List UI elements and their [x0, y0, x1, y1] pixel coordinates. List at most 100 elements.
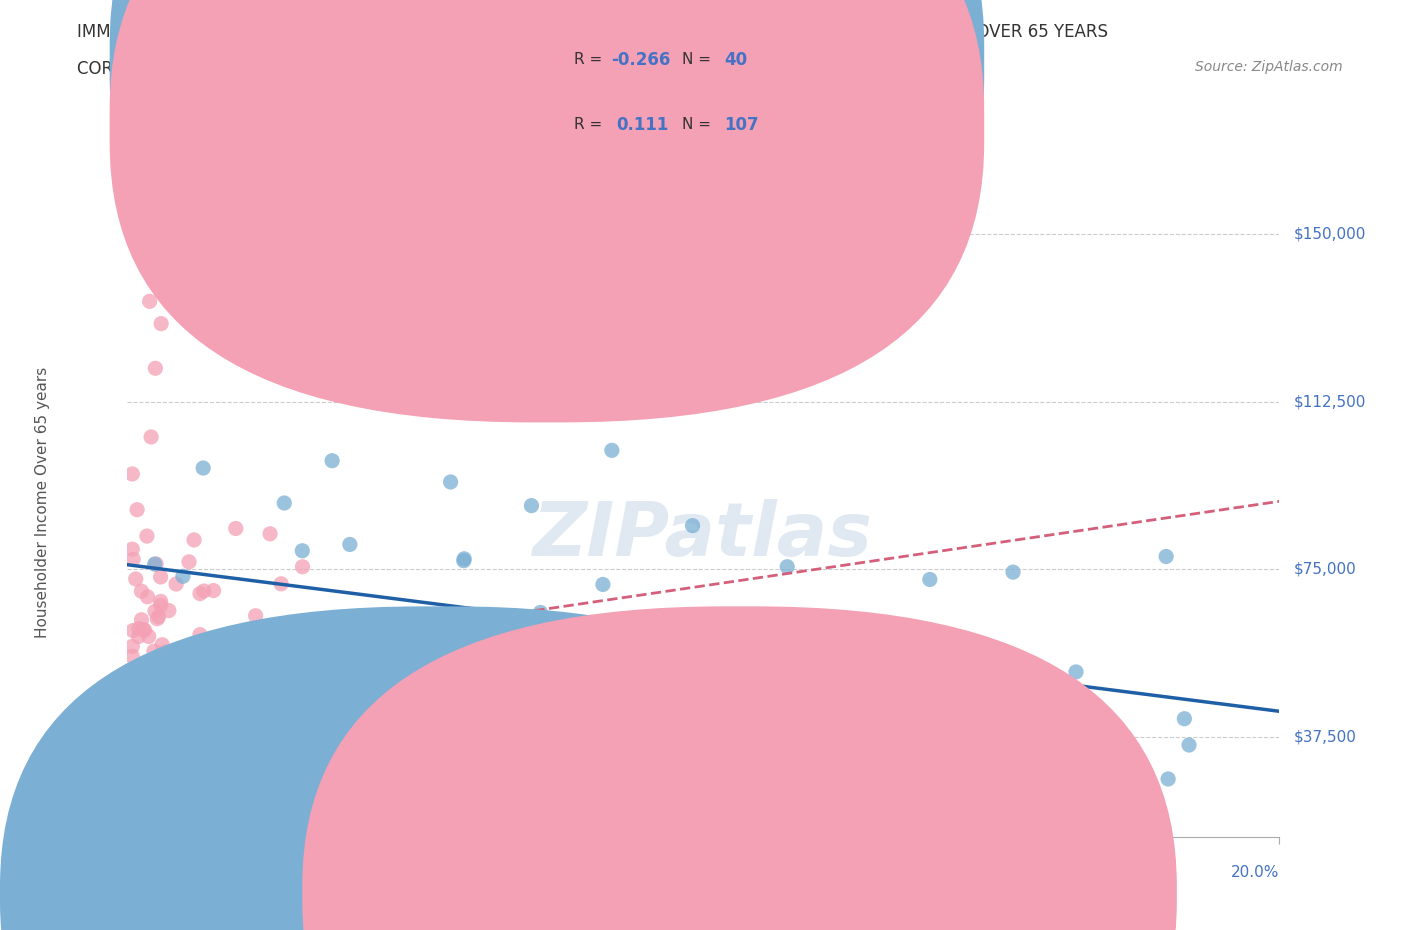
- Point: [162, 783, 184, 798]
- Point: [143, 663, 166, 678]
- Point: [211, 646, 233, 661]
- Point: [136, 590, 159, 604]
- Text: ZIPatlas: ZIPatlas: [533, 499, 873, 572]
- Text: Householder Income Over 65 years: Householder Income Over 65 years: [35, 366, 49, 638]
- Point: [173, 686, 195, 701]
- Text: 0.111: 0.111: [616, 116, 668, 134]
- Point: [1064, 664, 1087, 679]
- Point: [149, 594, 172, 609]
- Point: [226, 712, 249, 727]
- Point: [132, 785, 155, 800]
- Text: 40: 40: [724, 51, 747, 69]
- Point: [129, 704, 152, 719]
- Point: [259, 526, 281, 541]
- Point: [124, 785, 146, 800]
- Text: IMMIGRANTS FROM NETHERLANDS VS IMMIGRANTS FROM TRINIDAD AND TOBAGO HOUSEHOLDER I: IMMIGRANTS FROM NETHERLANDS VS IMMIGRANT…: [77, 23, 1108, 41]
- Point: [619, 711, 641, 725]
- Point: [125, 572, 148, 587]
- Point: [270, 577, 292, 591]
- Point: [141, 707, 163, 722]
- Point: [121, 785, 143, 800]
- Point: [529, 605, 551, 620]
- Point: [177, 554, 200, 569]
- Point: [453, 551, 475, 566]
- Point: [145, 713, 167, 728]
- Point: [135, 528, 157, 543]
- Text: CORRELATION CHART: CORRELATION CHART: [77, 60, 257, 78]
- Point: [143, 755, 166, 770]
- Point: [121, 785, 143, 800]
- Point: [225, 521, 247, 536]
- Point: [148, 712, 170, 727]
- Point: [194, 684, 217, 699]
- Point: [228, 629, 250, 644]
- Point: [1178, 737, 1201, 752]
- Point: [188, 586, 211, 601]
- Point: [146, 650, 169, 665]
- Point: [156, 658, 179, 673]
- Point: [143, 557, 166, 572]
- Point: [776, 559, 799, 574]
- Point: [1157, 772, 1180, 787]
- Point: [136, 726, 159, 741]
- Point: [135, 758, 157, 773]
- Point: [893, 641, 915, 656]
- Point: [190, 644, 212, 659]
- Point: [127, 502, 149, 517]
- Point: [173, 703, 195, 718]
- Point: [121, 541, 143, 556]
- Point: [291, 559, 314, 574]
- Point: [170, 670, 193, 684]
- Point: [149, 598, 172, 613]
- Point: [150, 637, 173, 652]
- Point: [1173, 711, 1195, 726]
- Point: [150, 316, 173, 331]
- Text: R =: R =: [574, 117, 612, 132]
- Point: [188, 627, 211, 642]
- Point: [135, 757, 157, 772]
- Point: [184, 698, 207, 713]
- Point: [136, 767, 159, 782]
- Point: [176, 729, 198, 744]
- Point: [787, 719, 810, 734]
- Point: [121, 649, 143, 664]
- Point: [682, 518, 704, 533]
- Point: [190, 785, 212, 800]
- Point: [145, 556, 167, 571]
- Point: [453, 553, 475, 568]
- Point: [249, 773, 271, 788]
- Point: [121, 729, 143, 744]
- Point: [128, 629, 150, 644]
- Point: [353, 657, 375, 671]
- Point: [149, 569, 172, 584]
- Text: -0.266: -0.266: [612, 51, 671, 69]
- Point: [186, 785, 208, 800]
- Point: [121, 467, 143, 482]
- Point: [169, 778, 191, 793]
- Text: Immigrants from Netherlands: Immigrants from Netherlands: [460, 886, 686, 901]
- Point: [766, 694, 789, 709]
- Point: [122, 623, 145, 638]
- Point: [253, 622, 276, 637]
- Point: [600, 443, 623, 458]
- Point: [139, 430, 162, 445]
- Point: [141, 711, 163, 725]
- Point: [291, 772, 314, 787]
- Text: 107: 107: [724, 116, 759, 134]
- Point: [165, 577, 187, 591]
- Point: [245, 608, 267, 623]
- Point: [918, 572, 941, 587]
- Point: [122, 551, 145, 566]
- Point: [152, 759, 174, 774]
- Point: [122, 785, 145, 800]
- Point: [977, 708, 1000, 723]
- Point: [131, 584, 153, 599]
- Point: [184, 729, 207, 744]
- Point: [183, 533, 205, 548]
- Point: [143, 719, 166, 734]
- Point: [202, 583, 225, 598]
- Point: [128, 621, 150, 636]
- Point: [141, 785, 163, 800]
- Point: [145, 687, 167, 702]
- Point: [177, 748, 200, 763]
